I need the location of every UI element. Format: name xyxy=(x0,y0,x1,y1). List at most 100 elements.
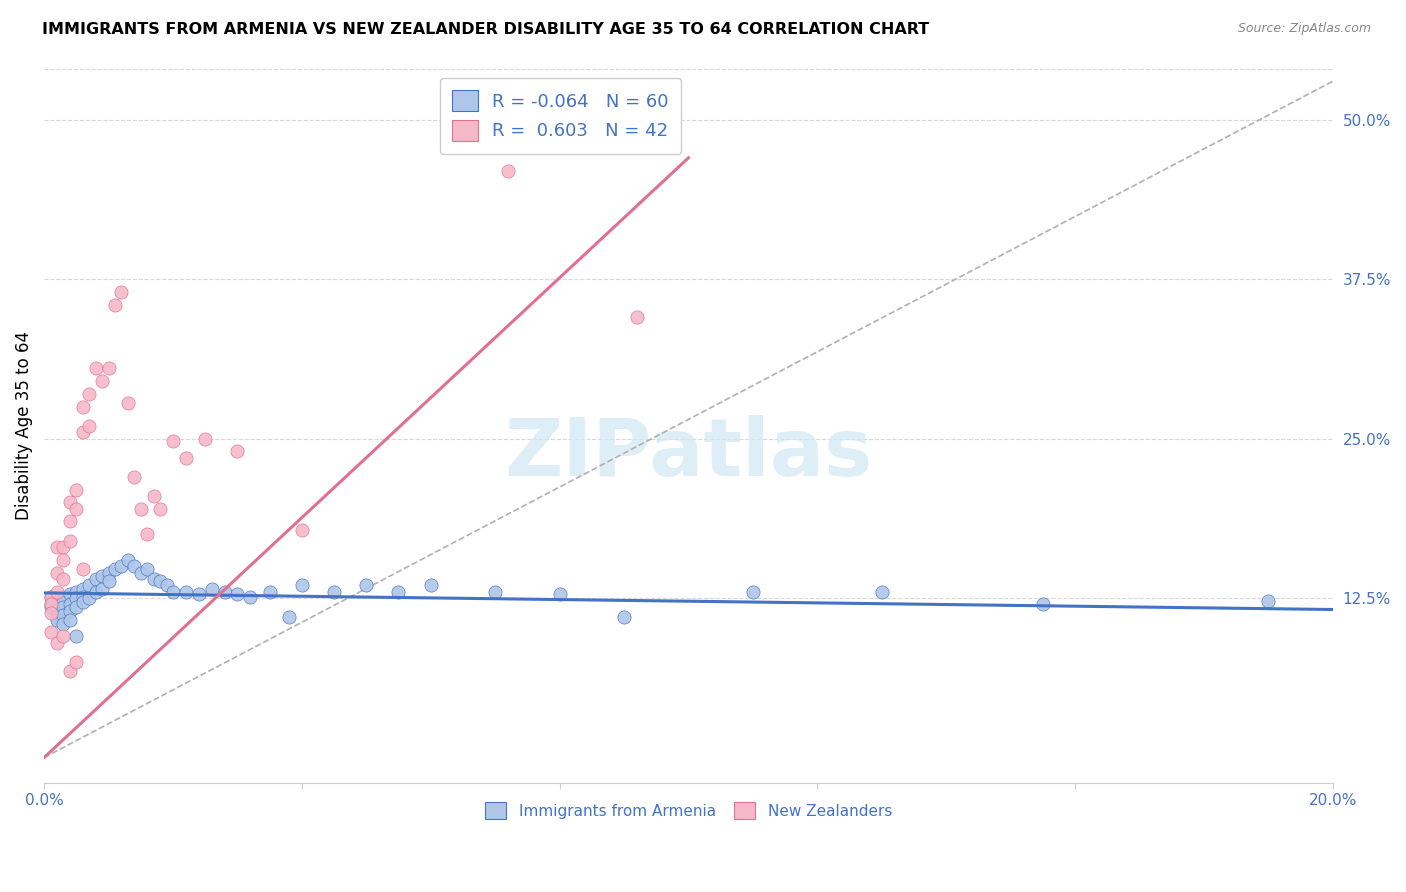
Point xyxy=(142,489,165,503)
Point xyxy=(291,524,314,538)
Point xyxy=(59,598,82,612)
Point xyxy=(65,501,87,516)
Point xyxy=(39,598,62,612)
Point xyxy=(46,584,69,599)
Point xyxy=(162,434,184,448)
Point xyxy=(259,584,281,599)
Point xyxy=(65,629,87,643)
Point xyxy=(174,450,197,465)
Point xyxy=(194,432,217,446)
Point xyxy=(104,562,127,576)
Point xyxy=(77,591,100,605)
Point xyxy=(226,444,249,458)
Legend: Immigrants from Armenia, New Zealanders: Immigrants from Armenia, New Zealanders xyxy=(479,796,898,825)
Point xyxy=(149,574,172,589)
Text: IMMIGRANTS FROM ARMENIA VS NEW ZEALANDER DISABILITY AGE 35 TO 64 CORRELATION CHA: IMMIGRANTS FROM ARMENIA VS NEW ZEALANDER… xyxy=(42,22,929,37)
Point xyxy=(91,582,114,596)
Point xyxy=(39,607,62,621)
Point xyxy=(356,578,378,592)
Point xyxy=(59,495,82,509)
Point xyxy=(97,574,120,589)
Point xyxy=(52,616,75,631)
Point xyxy=(39,625,62,640)
Point xyxy=(65,591,87,605)
Point xyxy=(110,559,132,574)
Point xyxy=(626,310,648,325)
Point xyxy=(46,613,69,627)
Text: ZIPatlas: ZIPatlas xyxy=(505,416,873,493)
Point xyxy=(65,655,87,669)
Point xyxy=(142,572,165,586)
Point xyxy=(117,396,139,410)
Point xyxy=(278,610,301,624)
Point xyxy=(129,501,152,516)
Point xyxy=(155,578,177,592)
Point xyxy=(136,527,159,541)
Point xyxy=(387,584,409,599)
Point xyxy=(484,584,506,599)
Point xyxy=(46,604,69,618)
Point xyxy=(187,587,209,601)
Point xyxy=(59,533,82,548)
Point xyxy=(77,418,100,433)
Point xyxy=(124,470,146,484)
Point xyxy=(117,553,139,567)
Point xyxy=(226,587,249,601)
Point xyxy=(39,599,62,614)
Point xyxy=(1032,598,1054,612)
Point xyxy=(59,604,82,618)
Point xyxy=(110,285,132,299)
Point xyxy=(84,584,107,599)
Point xyxy=(46,610,69,624)
Point xyxy=(104,297,127,311)
Point xyxy=(419,578,441,592)
Point xyxy=(52,553,75,567)
Point xyxy=(741,584,763,599)
Point xyxy=(52,599,75,614)
Point xyxy=(97,361,120,376)
Point xyxy=(91,569,114,583)
Point xyxy=(39,598,62,612)
Point xyxy=(91,374,114,388)
Point xyxy=(52,595,75,609)
Point xyxy=(52,572,75,586)
Point xyxy=(291,578,314,592)
Point xyxy=(136,562,159,576)
Point xyxy=(97,566,120,580)
Point xyxy=(124,559,146,574)
Point xyxy=(46,636,69,650)
Point xyxy=(149,501,172,516)
Point xyxy=(52,629,75,643)
Y-axis label: Disability Age 35 to 64: Disability Age 35 to 64 xyxy=(15,331,32,520)
Point xyxy=(323,584,346,599)
Point xyxy=(39,590,62,604)
Point xyxy=(52,607,75,622)
Point xyxy=(72,590,94,604)
Point xyxy=(548,587,571,601)
Point xyxy=(1257,593,1279,607)
Point xyxy=(77,387,100,401)
Point xyxy=(59,515,82,529)
Point xyxy=(39,590,62,604)
Point xyxy=(84,572,107,586)
Point xyxy=(77,578,100,592)
Point xyxy=(46,592,69,607)
Point xyxy=(65,599,87,614)
Point xyxy=(72,562,94,576)
Point xyxy=(72,400,94,414)
Point xyxy=(72,582,94,596)
Point xyxy=(162,584,184,599)
Point xyxy=(59,664,82,678)
Point xyxy=(46,540,69,554)
Point xyxy=(65,483,87,497)
Point xyxy=(72,425,94,439)
Point xyxy=(239,590,262,604)
Point xyxy=(46,566,69,580)
Point xyxy=(59,613,82,627)
Point xyxy=(59,587,82,601)
Point xyxy=(52,540,75,554)
Point xyxy=(613,610,636,624)
Point xyxy=(65,584,87,599)
Point xyxy=(174,584,197,599)
Point xyxy=(84,361,107,376)
